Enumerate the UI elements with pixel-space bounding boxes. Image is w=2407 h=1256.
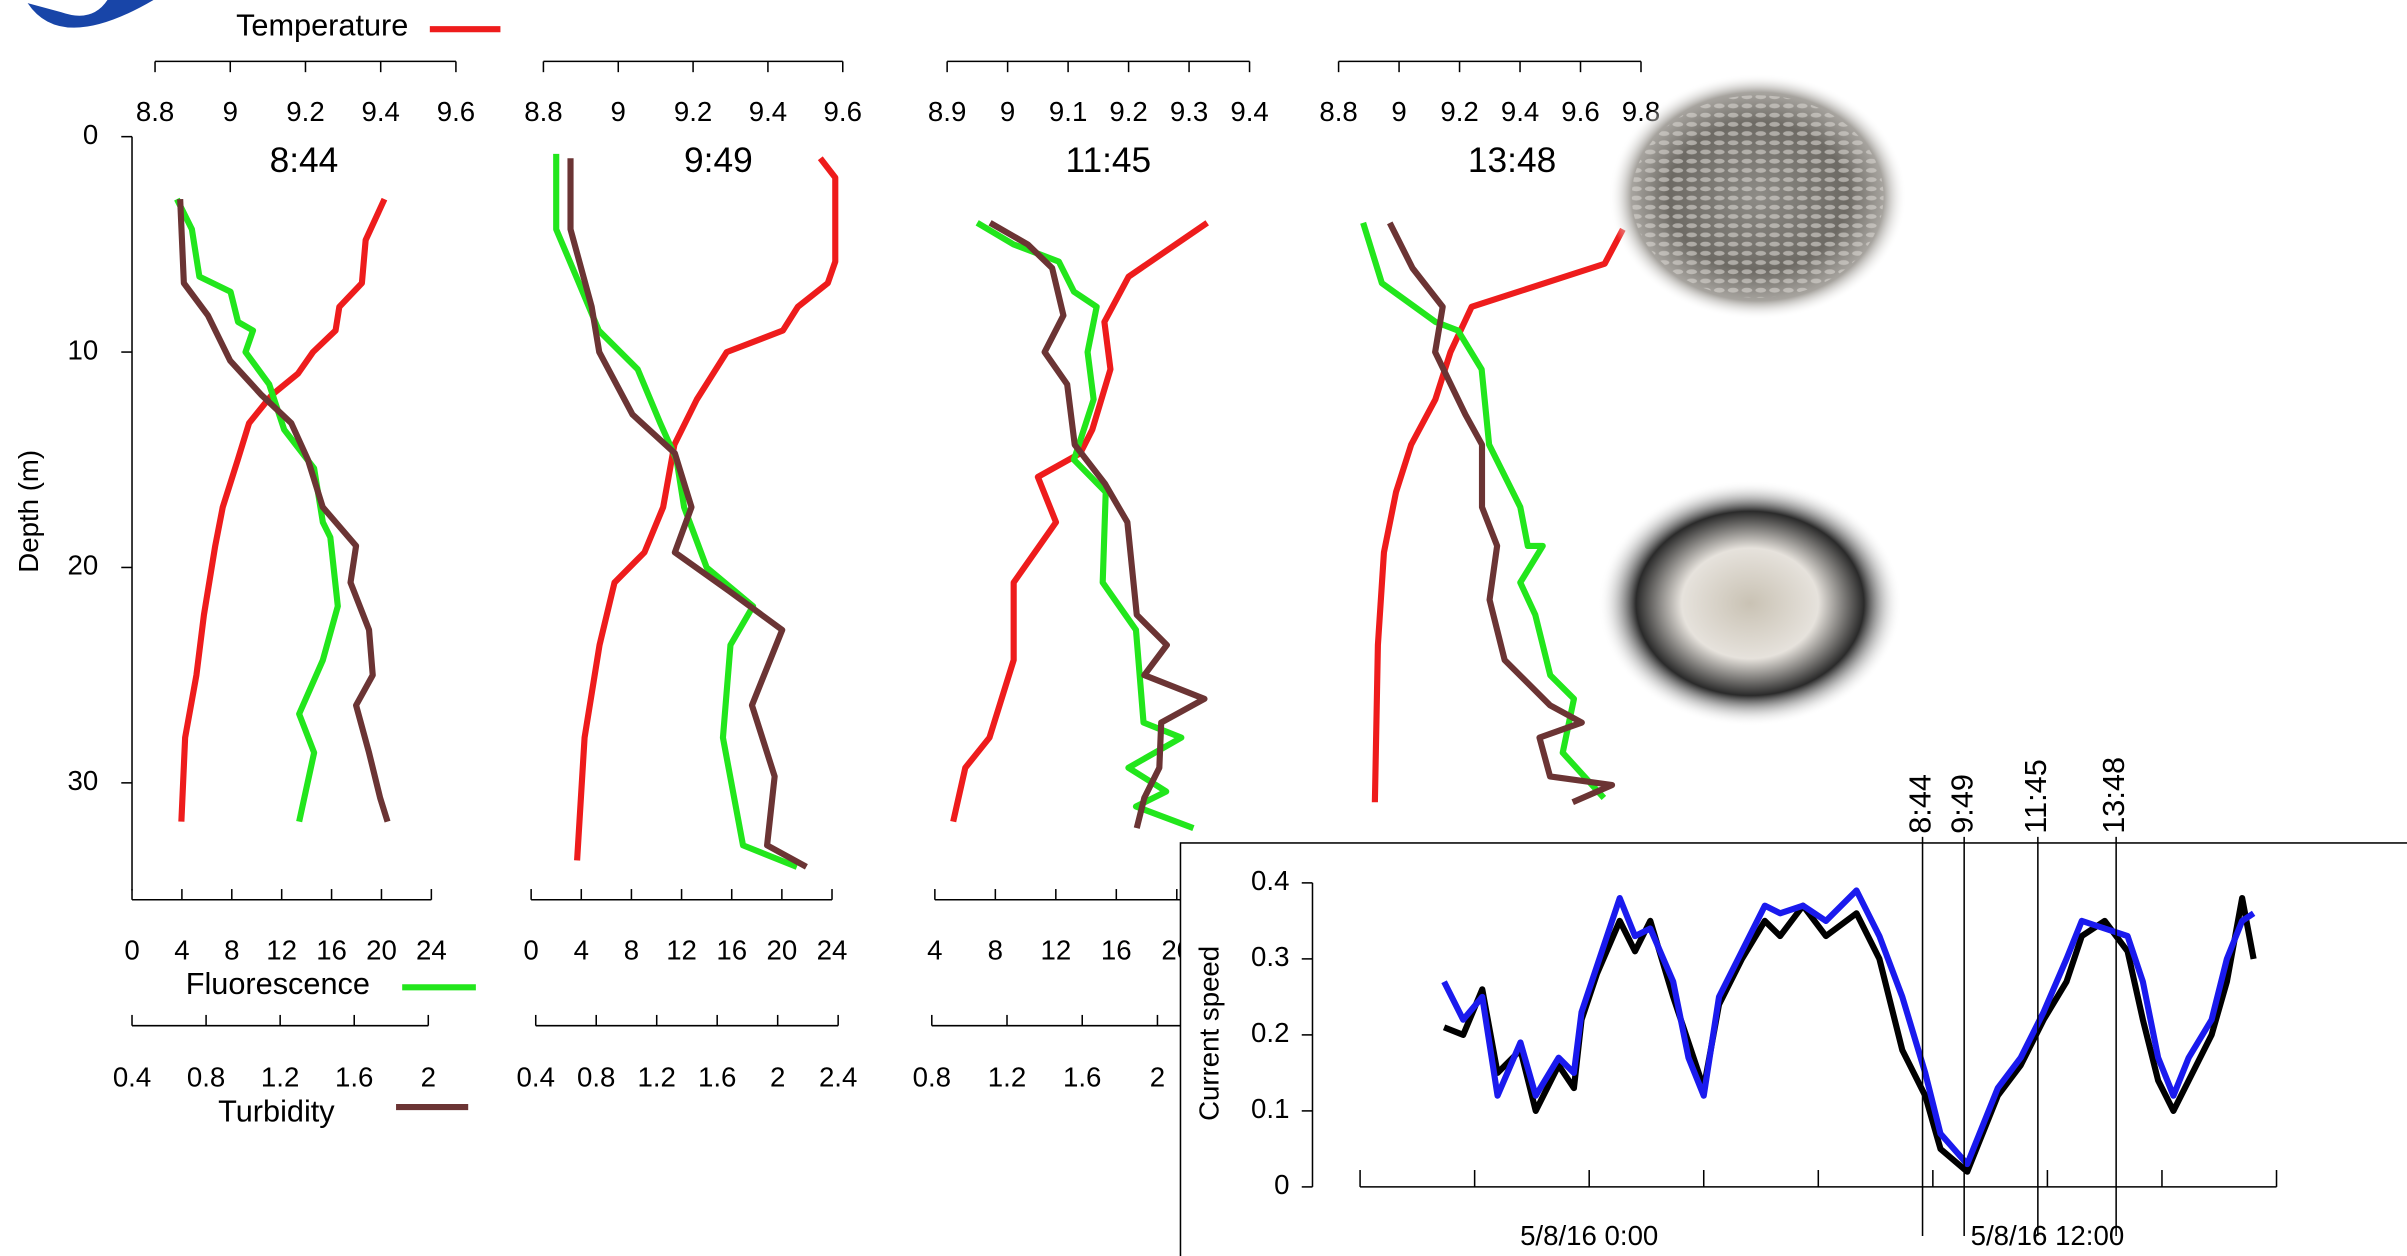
x-tick-label: 1.6 — [335, 1062, 373, 1093]
inset-panel — [1179, 842, 2407, 1256]
x-tick-label: 9.6 — [437, 96, 475, 127]
y-tick-label: 0.3 — [1251, 941, 1289, 972]
x-tick-label: 9.4 — [749, 96, 787, 127]
x-tick-label: 8 — [224, 934, 239, 965]
legend-label: Temperature — [236, 8, 408, 43]
time-marker-label: 11:45 — [2018, 759, 2053, 834]
panel-title: 8:44 — [270, 141, 339, 180]
x-tick-label: 9.2 — [1109, 96, 1147, 127]
x-tick-label: 16 — [316, 934, 347, 965]
x-tick-label: 9 — [223, 96, 238, 127]
profile-line — [567, 158, 808, 870]
profile-line — [1387, 221, 1616, 806]
profile-line — [1360, 221, 1607, 801]
x-tick-label: 9.4 — [1230, 96, 1268, 127]
x-tick-label: 9 — [1391, 96, 1406, 127]
x-tick-label: 9 — [611, 96, 626, 127]
x-tick-label: 4 — [574, 934, 589, 965]
profile-line — [553, 153, 799, 870]
y-tick-label: 0 — [83, 119, 98, 150]
logo — [27, 0, 154, 28]
x-tick-label: 8.8 — [136, 96, 174, 127]
profile-line — [975, 220, 1195, 831]
x-tick-label: 9 — [1000, 96, 1015, 127]
x-tick-label: 0.8 — [187, 1062, 225, 1093]
x-tick-label: 12 — [1040, 934, 1071, 965]
speed-line — [1442, 895, 2257, 1175]
x-tick-label: 1.2 — [638, 1062, 676, 1093]
x-tick-label: 2 — [1150, 1062, 1165, 1093]
photo-mussels-texture — [1631, 95, 1884, 298]
profile-line — [177, 198, 391, 823]
x-tick-label: 2 — [770, 1062, 785, 1093]
x-tick-label: 9.6 — [1561, 96, 1599, 127]
x-tick-label: 9.6 — [824, 96, 862, 127]
x-tick-label: 1.6 — [1063, 1062, 1101, 1093]
time-marker-label: 13:48 — [2096, 757, 2131, 834]
x-tick-label: 20 — [366, 934, 397, 965]
profile-line — [178, 197, 388, 822]
x-tick-label: 0.4 — [113, 1062, 151, 1093]
x-tick-label: 2 — [421, 1062, 436, 1093]
x-tick-label: 1.2 — [261, 1062, 299, 1093]
y-tick-label: 30 — [68, 765, 99, 796]
x-tick-label: 12 — [666, 934, 697, 965]
x-tick-label: 8 — [988, 934, 1003, 965]
x-tick-label: 20 — [767, 934, 798, 965]
x-tick-label: 12 — [266, 934, 297, 965]
x-tick-label: 4 — [174, 934, 189, 965]
panel-title: 11:45 — [1065, 141, 1151, 180]
x-tick-label: 9.2 — [286, 96, 324, 127]
x-tick-label: 1.2 — [988, 1062, 1026, 1093]
panel-title: 9:49 — [684, 141, 753, 180]
x-tick-label: 5/8/16 0:00 — [1520, 1220, 1658, 1251]
y-tick-label: 0.4 — [1251, 865, 1289, 896]
x-tick-label: 0 — [124, 934, 139, 965]
x-tick-label: 24 — [416, 934, 447, 965]
x-tick-label: 16 — [1101, 934, 1132, 965]
y-tick-label: 0.2 — [1251, 1017, 1289, 1048]
panel-title: 13:48 — [1468, 141, 1556, 180]
y-axis-label: Depth (m) — [13, 450, 44, 573]
profile-line — [1371, 227, 1626, 803]
x-tick-label: 24 — [817, 934, 848, 965]
profile-line — [950, 220, 1209, 823]
x-tick-label: 8.8 — [1319, 96, 1357, 127]
profile-line — [988, 220, 1208, 829]
y-tick-label: 0 — [1274, 1169, 1289, 1200]
x-tick-label: 0.4 — [517, 1062, 555, 1093]
photo-anemones — [1598, 480, 1902, 727]
x-tick-label: 16 — [716, 934, 747, 965]
x-tick-label: 9.4 — [1501, 96, 1539, 127]
x-tick-label: 9.4 — [361, 96, 399, 127]
profile-line — [174, 197, 341, 823]
legend-label: Turbidity — [218, 1093, 335, 1128]
x-tick-label: 1.6 — [698, 1062, 736, 1093]
speed-line — [1441, 887, 2256, 1168]
profile-line — [574, 156, 839, 861]
x-tick-label: 0 — [523, 934, 538, 965]
y-axis-label: Current speed — [1193, 946, 1224, 1121]
x-tick-label: 8.9 — [928, 96, 966, 127]
x-tick-label: 8 — [624, 934, 639, 965]
x-tick-label: 9.2 — [1440, 96, 1478, 127]
x-tick-label: 0.8 — [913, 1062, 951, 1093]
x-tick-label: 9.1 — [1049, 96, 1087, 127]
x-tick-label: 9.3 — [1170, 96, 1208, 127]
time-marker-label: 9:49 — [1944, 774, 1979, 834]
y-tick-label: 0.1 — [1251, 1093, 1289, 1124]
y-tick-label: 20 — [68, 550, 99, 581]
y-tick-label: 10 — [68, 334, 99, 365]
x-tick-label: 5/8/16 12:00 — [1971, 1220, 2125, 1251]
x-tick-label: 2.4 — [819, 1062, 857, 1093]
x-tick-label: 9.2 — [674, 96, 712, 127]
time-marker-label: 8:44 — [1903, 774, 1938, 834]
x-tick-label: 8.8 — [524, 96, 562, 127]
legend-label: Fluorescence — [186, 966, 370, 1001]
x-tick-label: 0.8 — [577, 1062, 615, 1093]
x-tick-label: 4 — [927, 934, 942, 965]
